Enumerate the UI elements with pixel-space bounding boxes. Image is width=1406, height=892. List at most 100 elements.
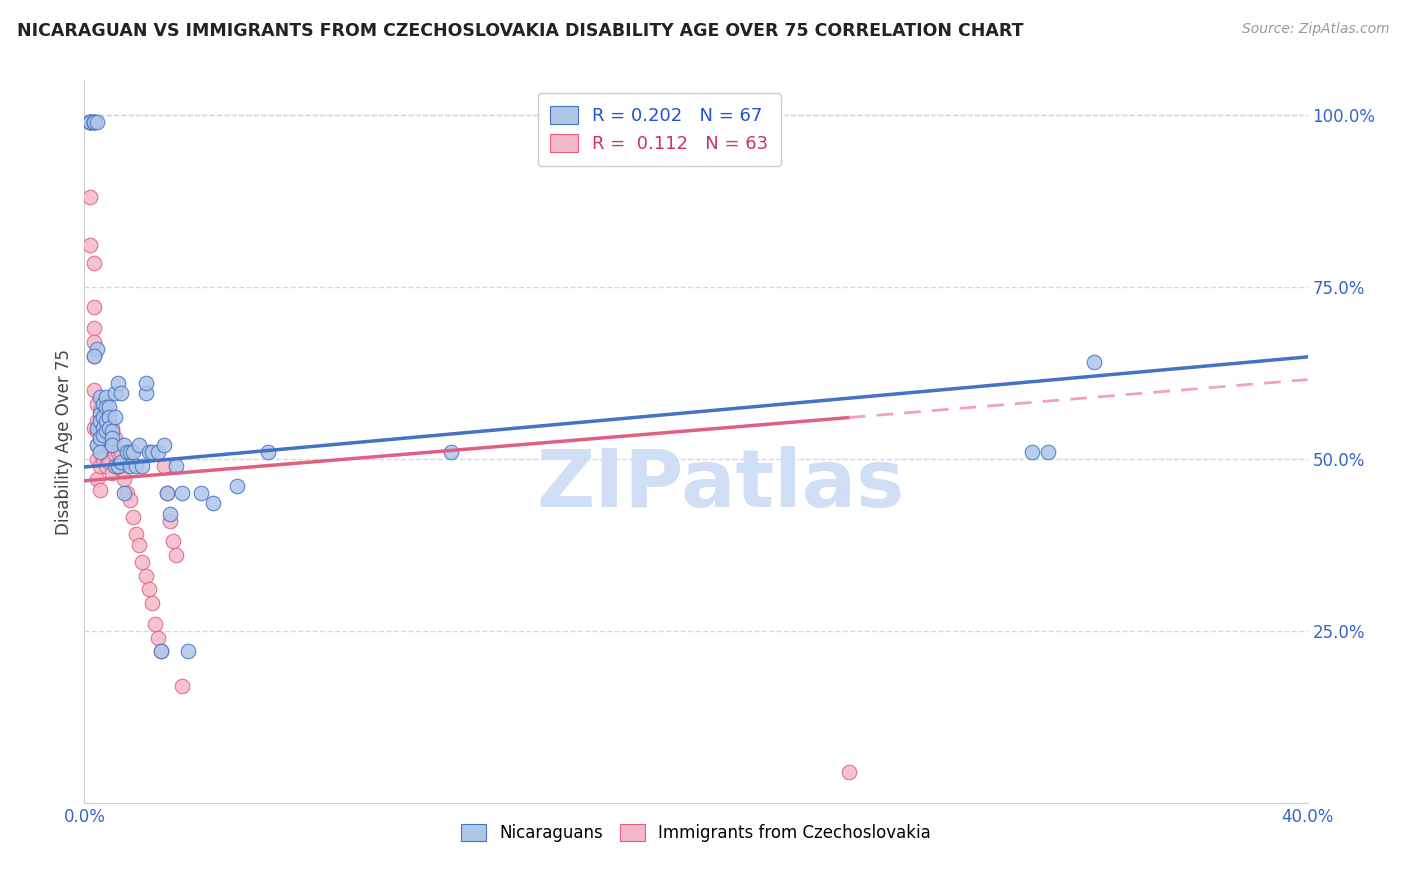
Point <box>1021 445 1043 459</box>
Point <box>115 445 138 459</box>
Point <box>86 114 108 128</box>
Point <box>94 438 117 452</box>
Point <box>135 568 157 582</box>
Point <box>79 114 101 128</box>
Point <box>165 458 187 473</box>
Point <box>135 376 157 390</box>
Point <box>94 424 117 438</box>
Point <box>91 397 114 411</box>
Point <box>101 421 124 435</box>
Point <box>89 407 111 421</box>
Point <box>112 438 135 452</box>
Point <box>172 486 194 500</box>
Point <box>83 349 105 363</box>
Point <box>257 445 280 459</box>
Point <box>86 421 108 435</box>
Point <box>79 190 101 204</box>
Point <box>86 397 108 411</box>
Point <box>89 483 111 497</box>
Point <box>83 114 105 128</box>
Point <box>79 114 101 128</box>
Point <box>177 644 200 658</box>
Text: Source: ZipAtlas.com: Source: ZipAtlas.com <box>1241 22 1389 37</box>
Point <box>86 414 108 428</box>
Text: NICARAGUAN VS IMMIGRANTS FROM CZECHOSLOVAKIA DISABILITY AGE OVER 75 CORRELATION : NICARAGUAN VS IMMIGRANTS FROM CZECHOSLOV… <box>17 22 1024 40</box>
Point <box>107 376 129 390</box>
Point <box>79 114 101 128</box>
Point <box>91 451 114 466</box>
Point <box>120 445 142 459</box>
Point <box>128 538 150 552</box>
Point <box>86 451 108 466</box>
Point <box>146 445 169 459</box>
Point <box>107 458 129 473</box>
Point <box>94 403 117 417</box>
Point <box>107 458 129 473</box>
Point <box>156 486 179 500</box>
Point <box>79 114 101 128</box>
Point <box>172 679 194 693</box>
Point <box>79 238 101 252</box>
Point <box>86 472 108 486</box>
Point <box>83 349 105 363</box>
Point <box>153 438 176 452</box>
Point <box>131 458 153 473</box>
Point <box>440 445 463 459</box>
Point <box>97 414 120 428</box>
Point <box>83 421 105 435</box>
Point <box>226 479 249 493</box>
Point <box>101 466 124 480</box>
Point <box>91 421 114 435</box>
Point <box>1036 445 1059 459</box>
Point <box>110 386 132 401</box>
Point <box>110 455 132 469</box>
Point <box>91 397 114 411</box>
Point <box>146 631 169 645</box>
Point <box>159 514 181 528</box>
Point <box>101 424 124 438</box>
Point <box>128 438 150 452</box>
Point <box>112 486 135 500</box>
Point <box>141 445 163 459</box>
Point <box>83 255 105 269</box>
Point <box>94 390 117 404</box>
Point <box>112 472 135 486</box>
Point <box>101 438 124 452</box>
Point <box>94 414 117 428</box>
Point <box>97 400 120 414</box>
Point <box>165 548 187 562</box>
Point <box>86 438 108 452</box>
Point <box>83 321 105 335</box>
Point <box>89 390 111 404</box>
Point <box>83 114 105 128</box>
Point <box>190 486 212 500</box>
Point <box>91 414 114 428</box>
Point <box>149 644 172 658</box>
Point <box>91 410 114 425</box>
Point <box>89 458 111 473</box>
Point <box>143 616 166 631</box>
Point <box>89 414 111 428</box>
Point <box>162 534 184 549</box>
Point <box>120 493 142 508</box>
Point <box>110 445 132 459</box>
Point <box>125 527 148 541</box>
Point <box>89 445 111 459</box>
Point <box>97 421 120 435</box>
Point <box>89 421 111 435</box>
Point <box>94 421 117 435</box>
Point <box>89 431 111 445</box>
Point <box>104 410 127 425</box>
Point <box>131 555 153 569</box>
Point <box>110 462 132 476</box>
Point <box>1083 355 1105 369</box>
Point <box>79 114 101 128</box>
Point <box>101 431 124 445</box>
Point <box>97 455 120 469</box>
Point <box>141 596 163 610</box>
Point <box>201 496 224 510</box>
Point <box>97 431 120 445</box>
Point <box>83 301 105 315</box>
Point <box>115 486 138 500</box>
Point <box>91 431 114 445</box>
